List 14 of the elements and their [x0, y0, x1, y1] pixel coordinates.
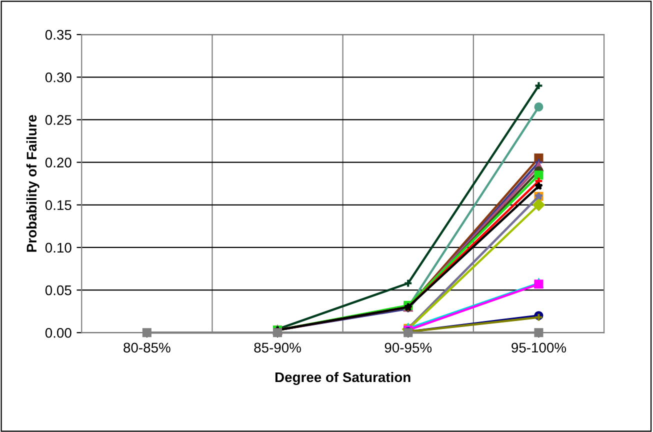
y-tick-label: 0.00 — [45, 328, 72, 338]
x-tick-label: 85-90% — [254, 342, 301, 353]
y-tick-label: 0.10 — [45, 242, 72, 253]
x-tick-label: 90-95% — [384, 342, 432, 353]
x-axis-title: Degree of Saturation — [275, 372, 410, 385]
y-tick-label: 0.25 — [45, 115, 72, 125]
y-tick-label: 0.35 — [45, 30, 72, 40]
y-tick-label: 0.20 — [45, 158, 72, 168]
x-tick-label: 95-100% — [512, 342, 566, 353]
y-tick-label: 0.05 — [45, 285, 72, 296]
y-tick-label: 0.15 — [45, 200, 72, 210]
y-tick-label: 0.30 — [45, 72, 72, 82]
x-tick-label: 80-85% — [124, 342, 170, 353]
y-axis-title: Probability of Failure — [26, 115, 40, 252]
